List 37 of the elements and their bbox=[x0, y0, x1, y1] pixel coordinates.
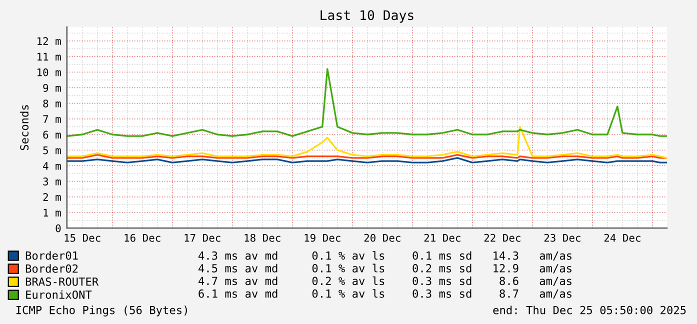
x-tick-label: 18 Dec bbox=[244, 234, 280, 242]
x-tick-label: 22 Dec bbox=[484, 234, 520, 242]
y-tick-label: 3 m bbox=[43, 178, 61, 186]
y-tick-label: 0 bbox=[56, 224, 61, 232]
y-tick-label: 5 m bbox=[43, 146, 61, 154]
y-tick-label: 1 m bbox=[44, 208, 61, 216]
text: 4.5 ms av md 0.1 % av ls 0.2 ms sd 12.9 am/as bbox=[198, 264, 572, 274]
legend-label: Border01 bbox=[26, 251, 78, 260]
y-tick-label: 8 m bbox=[43, 100, 61, 108]
y-tick-label: 10 m bbox=[38, 68, 61, 76]
x-tick-label: 19 Dec bbox=[304, 234, 340, 242]
x-tick-label: 23 Dec bbox=[544, 234, 580, 242]
legend-label: Border02 bbox=[26, 264, 78, 273]
text: end: Thu Dec 25 05:50:00 2025 bbox=[493, 306, 686, 314]
x-tick-label: 24 Dec bbox=[604, 234, 640, 242]
x-tick-label: 15 Dec bbox=[64, 234, 100, 242]
x-tick-label: 16 Dec bbox=[124, 234, 160, 242]
legend-label: EuronixONT bbox=[26, 290, 92, 299]
text: 6.1 ms av md 0.1 % av ls 0.3 ms sd 8.7 am/as bbox=[198, 289, 572, 299]
line-series bbox=[66, 68, 668, 137]
y-tick-label: 4 m bbox=[43, 162, 61, 170]
y-tick-label: 9 m bbox=[43, 84, 61, 92]
y-tick-label: 12 m bbox=[38, 37, 61, 45]
y-tick-label: 7 m bbox=[43, 115, 61, 123]
y-tick-label: 11 m bbox=[38, 52, 61, 61]
text: 4.3 ms av md 0.1 % av ls 0.1 ms sd 14.3 am/as bbox=[198, 251, 572, 261]
y-tick-label: 6 m bbox=[43, 130, 61, 139]
chart-title: Last 10 Days bbox=[320, 10, 414, 23]
y-tick-label: 2 m bbox=[43, 193, 61, 201]
y-axis-title: Seconds bbox=[20, 105, 29, 150]
legend-label: BRAS-ROUTER bbox=[26, 277, 99, 286]
text: 4.7 ms av md 0.2 % av ls 0.3 ms sd 8.6 am/as bbox=[198, 276, 572, 286]
x-tick-label: 20 Dec bbox=[364, 234, 400, 242]
x-tick-label: 21 Dec bbox=[424, 234, 460, 242]
line-series bbox=[66, 126, 668, 159]
text: ICMP Echo Pings (56 Bytes) bbox=[16, 306, 187, 316]
x-tick-label: 17 Dec bbox=[184, 234, 220, 242]
